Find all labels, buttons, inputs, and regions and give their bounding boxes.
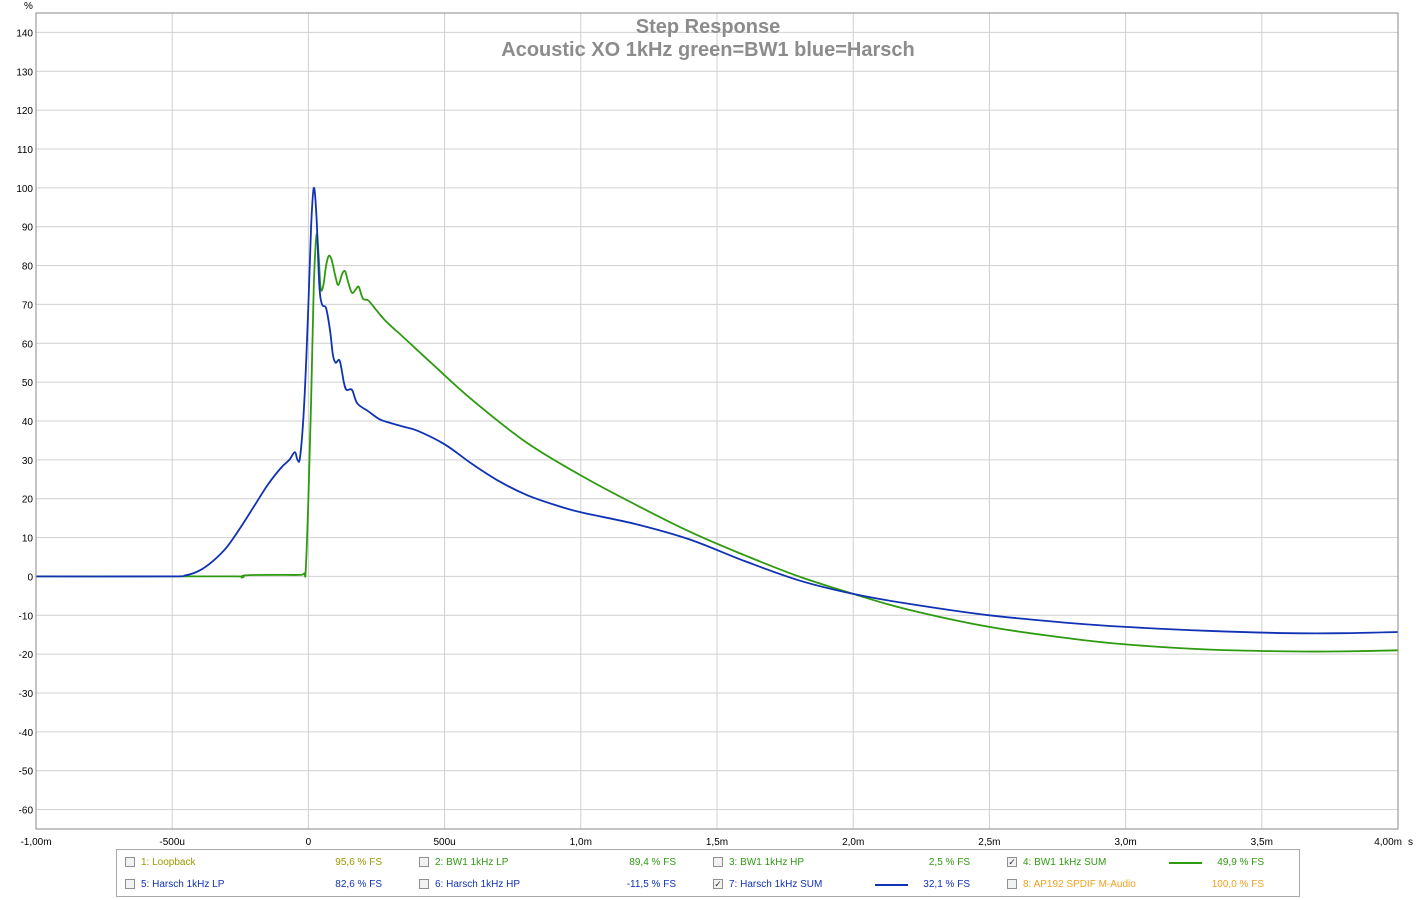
legend-item: 8: AP192 SPDIF M-Audio 100,0 % FS <box>1007 877 1297 893</box>
y-tick-label: 110 <box>17 145 33 156</box>
x-tick-label: 2,0m <box>842 837 864 848</box>
y-tick-label: -60 <box>19 806 34 817</box>
x-tick-label: 0 <box>306 837 312 848</box>
step-response-chart: 1401301201101009080706050403020100-10-20… <box>16 1 1413 848</box>
x-tick-label: 4,00m <box>1374 837 1402 848</box>
x-tick-label: 3,0m <box>1114 837 1136 848</box>
legend-checkbox[interactable] <box>125 857 135 867</box>
x-tick-label: 3,5m <box>1251 837 1273 848</box>
legend-label: 7: Harsch 1kHz SUM <box>729 879 823 890</box>
axis-labels: 1401301201101009080706050403020100-10-20… <box>16 28 1402 848</box>
legend-checkbox[interactable] <box>713 857 723 867</box>
y-tick-label: 140 <box>16 28 33 39</box>
legend-item: 1: Loopback 95,6 % FS <box>125 855 415 871</box>
legend-value: 2,5 % FS <box>928 857 970 868</box>
y-tick-label: -40 <box>19 728 34 739</box>
y-tick-label: 40 <box>22 417 34 428</box>
legend-panel: 1: Loopback 95,6 % FS 2: BW1 1kHz LP 89,4 %… <box>116 849 1300 897</box>
legend-label: 3: BW1 1kHz HP <box>729 857 805 868</box>
y-tick-label: -50 <box>19 767 34 778</box>
legend-label: 2: BW1 1kHz LP <box>435 857 509 868</box>
y-tick-label: 80 <box>22 262 34 273</box>
y-tick-label: 70 <box>22 300 34 311</box>
legend-value: 89,4 % FS <box>629 857 676 868</box>
y-tick-label: 90 <box>22 223 34 234</box>
series-line-harsch-sum <box>35 186 1399 635</box>
legend-label: 6: Harsch 1kHz HP <box>435 879 521 890</box>
legend-checkbox[interactable]: ✓ <box>1007 857 1017 867</box>
y-tick-label: 100 <box>16 184 33 195</box>
legend-value: 82,6 % FS <box>335 879 382 890</box>
legend-item: ✓ 4: BW1 1kHz SUM 49,9 % FS <box>1007 855 1297 871</box>
legend-item: 6: Harsch 1kHz HP -11,5 % FS <box>419 877 709 893</box>
legend-label: 5: Harsch 1kHz LP <box>141 879 225 890</box>
y-axis-unit-label: % <box>24 1 33 12</box>
y-tick-label: 30 <box>22 456 34 467</box>
y-tick-label: 60 <box>22 339 34 350</box>
legend-checkbox[interactable] <box>419 879 429 889</box>
y-tick-label: 10 <box>22 534 34 545</box>
legend-value: 32,1 % FS <box>923 879 970 890</box>
x-axis-unit-label: s <box>1408 837 1413 848</box>
legend-item: ✓ 7: Harsch 1kHz SUM 32,1 % FS <box>713 877 1003 893</box>
legend-color-swatch <box>875 884 908 886</box>
legend-label: 8: AP192 SPDIF M-Audio <box>1023 879 1136 890</box>
legend-value: 49,9 % FS <box>1217 857 1264 868</box>
legend-checkbox[interactable] <box>125 879 135 889</box>
legend-item: 2: BW1 1kHz LP 89,4 % FS <box>419 855 709 871</box>
x-tick-label: -1,00m <box>20 837 51 848</box>
y-tick-label: 0 <box>27 572 33 583</box>
y-tick-label: -10 <box>19 611 34 622</box>
x-tick-label: 1,0m <box>570 837 592 848</box>
legend-value: 100,0 % FS <box>1211 879 1264 890</box>
y-tick-label: 50 <box>22 378 34 389</box>
series-line-bw1-sum <box>36 232 1399 653</box>
x-tick-label: 1,5m <box>706 837 728 848</box>
y-tick-label: 120 <box>16 106 33 117</box>
y-tick-label: 130 <box>16 67 33 78</box>
legend-item: 5: Harsch 1kHz LP 82,6 % FS <box>125 877 415 893</box>
legend-color-swatch <box>1169 862 1202 864</box>
x-tick-label: 2,5m <box>978 837 1000 848</box>
legend-label: 4: BW1 1kHz SUM <box>1023 857 1107 868</box>
legend-checkbox[interactable]: ✓ <box>713 879 723 889</box>
legend-value: -11,5 % FS <box>626 879 676 890</box>
series-lines <box>35 186 1399 653</box>
y-tick-label: -20 <box>19 650 34 661</box>
legend-checkbox[interactable] <box>1007 879 1017 889</box>
legend-checkbox[interactable] <box>419 857 429 867</box>
legend-value: 95,6 % FS <box>335 857 382 868</box>
chart-title: Step Response <box>636 16 780 38</box>
y-tick-label: 20 <box>22 495 34 506</box>
x-tick-label: 500u <box>433 837 455 848</box>
plot-border <box>35 12 1399 830</box>
chart-subtitle: Acoustic XO 1kHz green=BW1 blue=Harsch <box>501 39 914 61</box>
legend-label: 1: Loopback <box>141 857 196 868</box>
x-tick-label: -500u <box>159 837 185 848</box>
y-tick-label: -30 <box>19 689 34 700</box>
legend-item: 3: BW1 1kHz HP 2,5 % FS <box>713 855 1003 871</box>
